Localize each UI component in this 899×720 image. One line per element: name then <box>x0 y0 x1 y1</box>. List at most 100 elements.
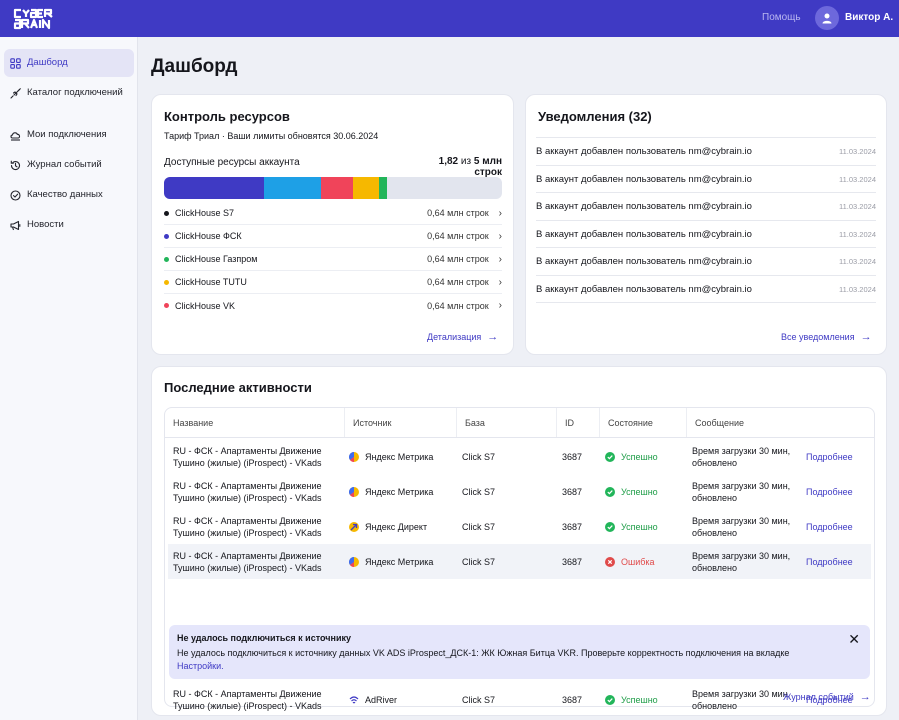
row-base: Click S7 <box>462 694 496 705</box>
details-button[interactable]: Подробнее <box>806 486 853 497</box>
sidebar-item-data-quality[interactable]: Качество данных <box>4 181 134 209</box>
usage-bar-segment <box>353 177 379 199</box>
notification-date: 11.03.2024 <box>839 175 876 184</box>
user-name[interactable]: Виктор А. <box>845 12 894 23</box>
row-name: RU - ФСК - Апартаменты Движение Тушино (… <box>173 480 322 503</box>
adriver-icon <box>349 695 359 703</box>
arrow-right-icon: → <box>859 691 871 703</box>
chevron-right-icon: › <box>498 253 502 265</box>
resource-row[interactable]: ClickHouse VK 0,64 млн строк › <box>164 294 502 317</box>
yandex-metrica-icon <box>349 451 359 462</box>
sidebar-item-label: Качество данных <box>27 189 103 200</box>
details-link-label: Детализация <box>427 332 482 342</box>
all-notifications-link[interactable]: Все уведомления → <box>781 331 872 343</box>
grid-icon <box>10 58 21 69</box>
notification-text: В аккаунт добавлен пользователь nm@cybra… <box>536 256 752 267</box>
column-header-id[interactable]: ID <box>557 408 600 437</box>
alert-text-block: Не удалось подключиться к источнику данн… <box>177 647 837 673</box>
row-name: RU - ФСК - Апартаменты Движение Тушино (… <box>173 550 322 573</box>
logo[interactable] <box>12 7 56 31</box>
success-icon <box>605 521 615 532</box>
table-row[interactable]: RU - ФСК - Апартаменты Движение Тушино (… <box>165 474 874 509</box>
resource-row[interactable]: ClickHouse ФСК 0,64 млн строк › <box>164 225 502 248</box>
table-row[interactable]: RU - ФСК - Апартаменты Движение Тушино (… <box>165 682 874 717</box>
chevron-right-icon: › <box>498 300 502 311</box>
resource-row[interactable]: ClickHouse Газпром 0,64 млн строк › <box>164 248 502 271</box>
resource-row[interactable]: ClickHouse S7 0,64 млн строк › <box>164 202 502 225</box>
row-id: 3687 <box>562 556 583 567</box>
resources-total: 5 млн строк <box>473 156 502 178</box>
sidebar-item-dashboard[interactable]: Дашборд <box>4 49 134 77</box>
row-status: Успешно <box>605 509 658 544</box>
status-label: Успешно <box>621 694 658 705</box>
all-notifications-label: Все уведомления <box>781 332 855 342</box>
column-header-name[interactable]: Название <box>165 408 345 437</box>
notification-text: В аккаунт добавлен пользователь nm@cybra… <box>536 283 752 295</box>
history-icon <box>10 160 21 171</box>
column-header-message[interactable]: Сообщение <box>695 417 744 428</box>
row-id: 3687 <box>562 694 583 705</box>
logo-mark <box>13 8 53 30</box>
notification-item[interactable]: В аккаунт добавлен пользователь nm@cybra… <box>536 247 876 275</box>
event-log-link[interactable]: Журнал событий → <box>783 691 871 703</box>
check-circle-icon <box>10 190 21 201</box>
close-icon[interactable]: ✕ <box>848 631 860 647</box>
sidebar-item-event-log[interactable]: Журнал событий <box>4 151 134 179</box>
table-row[interactable]: RU - ФСК - Апартаменты Движение Тушино (… <box>165 439 874 474</box>
activity-table: Название Источник База ID Состояние Сооб… <box>164 407 875 711</box>
sidebar-item-catalog[interactable]: Каталог подключений <box>4 79 134 107</box>
notification-item[interactable]: В аккаунт добавлен пользователь nm@cybra… <box>536 275 876 303</box>
sidebar-item-news[interactable]: Новости <box>4 211 134 239</box>
notification-item[interactable]: В аккаунт добавлен пользователь nm@cybra… <box>536 220 876 248</box>
yandex-metrica-icon <box>349 486 359 497</box>
success-icon <box>605 694 615 705</box>
usage-bar-segment <box>321 177 354 199</box>
sidebar-item-my-connections[interactable]: Мои подключения <box>4 121 134 149</box>
row-base: Click S7 <box>462 486 496 497</box>
success-icon <box>605 451 615 462</box>
notification-date: 11.03.2024 <box>839 230 876 239</box>
resource-name: ClickHouse VK <box>175 300 236 311</box>
details-button[interactable]: Подробнее <box>806 556 853 567</box>
details-button[interactable]: Подробнее <box>806 521 853 532</box>
source-name: Яндекс Метрика <box>365 486 434 497</box>
details-button[interactable]: Подробнее <box>806 694 853 705</box>
notification-item[interactable]: В аккаунт добавлен пользователь nm@cybra… <box>536 165 876 193</box>
resource-row[interactable]: ClickHouse TUTU 0,64 млн строк › <box>164 271 502 294</box>
sidebar-item-label: Дашборд <box>27 57 68 68</box>
details-link[interactable]: Детализация → <box>427 331 498 343</box>
cloud-icon <box>10 132 21 141</box>
source-name: Яндекс Метрика <box>365 556 434 567</box>
resources-usage: 1,82 из 5 млн строк <box>414 156 502 178</box>
page-title: Дашборд <box>151 56 238 77</box>
alert-title: Не удалось подключиться к источнику <box>177 633 351 643</box>
settings-link[interactable]: Настройки. <box>177 661 224 671</box>
row-base: Click S7 <box>462 556 496 567</box>
notification-text: В аккаунт добавлен пользователь nm@cybra… <box>536 229 752 240</box>
help-link[interactable]: Помощь <box>762 12 801 23</box>
notification-item[interactable]: В аккаунт добавлен пользователь nm@cybra… <box>536 192 876 220</box>
notification-date: 11.03.2024 <box>839 284 876 294</box>
table-row[interactable]: RU - ФСК - Апартаменты Движение Тушино (… <box>165 509 874 544</box>
column-header-base[interactable]: База <box>457 408 557 437</box>
row-message: Время загрузки 30 мин, обновлено <box>692 445 791 468</box>
table-row[interactable]: RU - ФСК - Апартаменты Движение Тушино (… <box>168 544 871 579</box>
avatar[interactable] <box>815 6 839 30</box>
row-id: 3687 <box>562 451 583 462</box>
source-name: Яндекс Директ <box>365 521 428 532</box>
row-id: 3687 <box>562 486 583 497</box>
row-source: AdRiver <box>349 682 457 717</box>
arrow-right-icon: → <box>860 331 872 343</box>
row-id: 3687 <box>562 521 583 532</box>
status-label: Ошибка <box>621 556 655 567</box>
resource-name: ClickHouse TUTU <box>175 277 247 287</box>
column-header-status[interactable]: Состояние <box>600 408 687 437</box>
connection-error-alert: Не удалось подключиться к источнику Не у… <box>169 625 870 679</box>
sidebar: Дашборд Каталог подключений Мои подключе… <box>0 37 138 720</box>
row-name: RU - ФСК - Апартаменты Движение Тушино (… <box>173 445 322 468</box>
notification-text: В аккаунт добавлен пользователь nm@cybra… <box>536 201 752 212</box>
notification-item[interactable]: В аккаунт добавлен пользователь nm@cybra… <box>536 137 876 165</box>
details-button[interactable]: Подробнее <box>806 451 853 462</box>
success-icon <box>605 486 615 497</box>
column-header-source[interactable]: Источник <box>345 408 457 437</box>
